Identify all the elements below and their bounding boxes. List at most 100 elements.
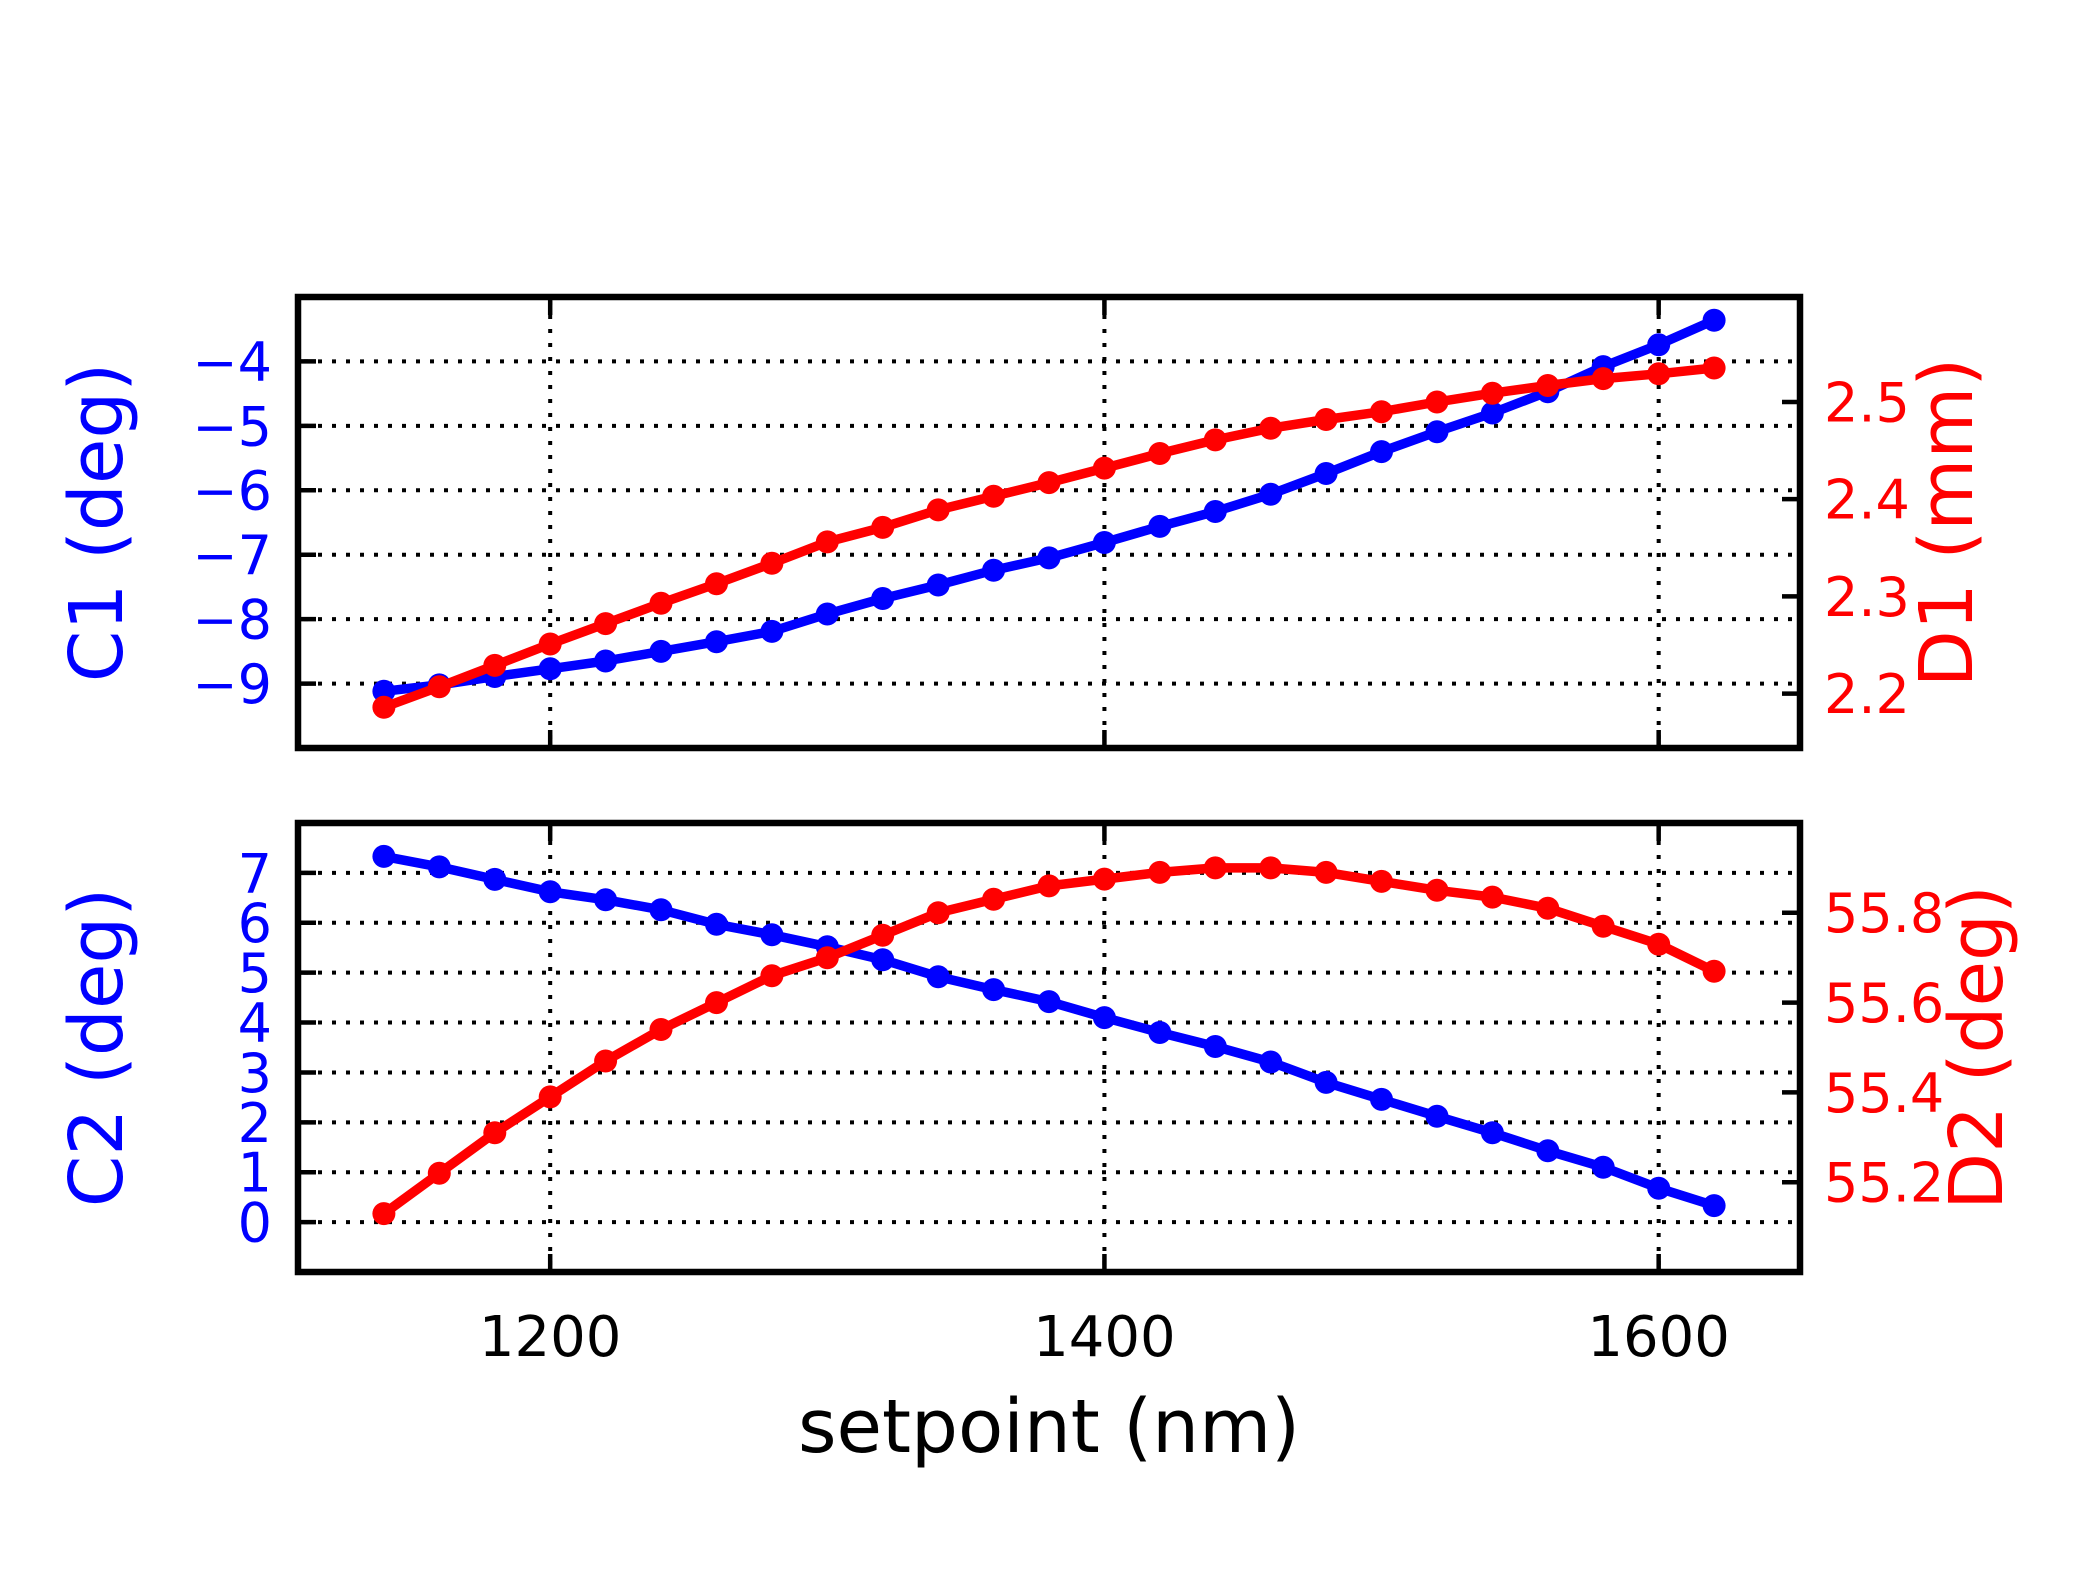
series-C1-marker (1314, 462, 1338, 485)
series-D2-marker (427, 1161, 451, 1185)
series-C1-marker (1370, 440, 1393, 464)
series-D2-marker (982, 887, 1006, 911)
series-D2-marker (1037, 874, 1061, 898)
top-right-tick-label: 2.2 (1824, 663, 1910, 726)
series-D1-marker (815, 530, 839, 554)
series-D1-marker (594, 612, 618, 636)
series-C2-marker (982, 978, 1006, 1002)
series-C2-marker (649, 898, 673, 922)
bottom-right-tick-label: 55.8 (1824, 882, 1944, 945)
series-C1-marker (926, 573, 950, 597)
series-D2-marker (1425, 878, 1449, 902)
x-axis-label: setpoint (nm) (798, 1384, 1300, 1470)
series-D1-marker (427, 675, 451, 699)
top-right-tick-label: 2.5 (1824, 371, 1910, 434)
series-D2-marker (372, 1202, 396, 1226)
series-C1-marker (1480, 401, 1504, 425)
bottom-right-axis-label: D2 (deg) (1934, 885, 2020, 1210)
series-C1-marker (982, 558, 1006, 582)
series-C2-marker (594, 888, 618, 912)
bottom-left-tick-label: 1 (238, 1142, 272, 1205)
series-D1-marker (1370, 400, 1393, 424)
series-D1-marker (705, 572, 728, 596)
series-D1-marker (649, 591, 673, 615)
series-C1-marker (1037, 546, 1061, 570)
series-C1-marker (815, 602, 839, 626)
series-D2-marker (483, 1121, 507, 1145)
series-C1-marker (1203, 500, 1227, 523)
series-C1-marker (1702, 308, 1726, 332)
x-tick-label: 1200 (479, 1305, 622, 1370)
bottom-left-tick-label: 4 (238, 992, 272, 1055)
top-left-tick-label: −5 (192, 395, 272, 458)
series-D1-marker (1092, 456, 1116, 480)
bottom-left-axis-label: C2 (deg) (54, 888, 140, 1208)
series-D2-marker (1370, 869, 1393, 893)
series-C1-marker (760, 619, 784, 643)
series-D2-marker (1647, 932, 1671, 956)
x-tick-label: 1600 (1587, 1305, 1730, 1370)
bottom-right-tick-label: 55.4 (1824, 1062, 1944, 1125)
series-D1-marker (871, 515, 895, 539)
bottom-left-tick-label: 2 (238, 1092, 272, 1155)
series-D2-marker (760, 964, 784, 988)
series-C2-marker (1314, 1070, 1338, 1094)
series-C1-marker (594, 649, 618, 673)
series-D2-marker (1314, 860, 1338, 884)
x-tick-label: 1400 (1033, 1305, 1176, 1370)
series-C2-marker (483, 867, 507, 891)
series-D1-marker (926, 498, 950, 522)
series-C1-marker (1092, 531, 1116, 554)
series-D2-marker (1203, 856, 1227, 880)
series-D1-marker (1037, 471, 1061, 495)
top-right-axis-label: D1 (mm) (1904, 358, 1990, 688)
gridlines (304, 301, 1796, 744)
series-C2-marker (372, 844, 396, 868)
series-D2-line (379, 863, 1719, 1219)
series-C2-marker (1702, 1194, 1726, 1218)
series-D2-marker (1148, 860, 1172, 884)
series-C1-marker (372, 679, 396, 703)
top-left-tick-label: −8 (192, 589, 272, 652)
series-C2-marker (1092, 1006, 1116, 1030)
series-D1-marker (1480, 381, 1504, 405)
series-C2-marker (427, 855, 451, 879)
series-C1-marker (871, 587, 895, 610)
series-C2-marker (871, 948, 895, 972)
series-D1-line (379, 363, 1719, 712)
series-D1-marker (1425, 390, 1449, 414)
series-C2-marker (1480, 1121, 1504, 1145)
series-D2-marker (1591, 914, 1615, 938)
series-D1-marker (538, 632, 562, 656)
series-D1-marker (1314, 408, 1338, 431)
series-C2-marker (760, 923, 784, 947)
bottom-left-tick-label: 7 (238, 842, 272, 905)
series-C1-marker (1425, 420, 1449, 444)
series-D1-marker (982, 484, 1006, 508)
top-left-tick-label: −9 (192, 653, 272, 716)
bottom-left-tick-label: 6 (238, 892, 272, 955)
series-D1-marker (1536, 374, 1560, 397)
bottom-right-tick-label: 55.2 (1824, 1152, 1944, 1215)
series-D1-marker (760, 551, 784, 575)
series-C2-marker (1425, 1104, 1449, 1128)
series-C2-marker (538, 880, 562, 904)
axes-frame (294, 819, 1804, 1276)
series-D2-marker (871, 923, 895, 947)
series-C2-marker (705, 912, 728, 936)
series-D2-marker (594, 1049, 618, 1073)
top-right-tick-label: 2.4 (1824, 469, 1910, 532)
series-D2-marker (1702, 959, 1726, 983)
series-D2-marker (1092, 867, 1116, 891)
series-D1-marker (1591, 367, 1615, 391)
series-D2-marker (815, 946, 839, 970)
series-D1-marker (1702, 356, 1726, 380)
series-C1-marker (538, 657, 562, 681)
top-left-axis-label: C1 (deg) (54, 363, 140, 683)
series-C2-line (379, 851, 1719, 1211)
top-right-tick-label: 2.3 (1824, 566, 1910, 629)
series-C2-marker (1259, 1050, 1283, 1074)
series-D2-marker (1259, 856, 1283, 880)
